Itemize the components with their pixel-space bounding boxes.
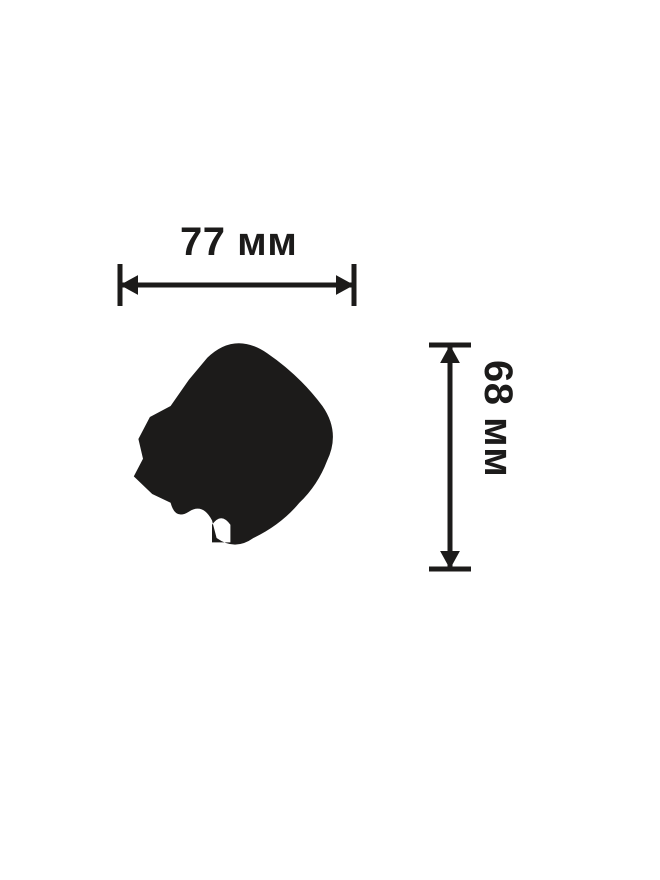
width-dimension-arrow — [118, 259, 356, 311]
profile-silhouette — [120, 340, 350, 560]
height-dimension-label: 68 мм — [475, 360, 520, 477]
dimension-diagram: 77 мм 68 мм — [0, 0, 660, 880]
height-dimension-arrow — [424, 343, 476, 571]
